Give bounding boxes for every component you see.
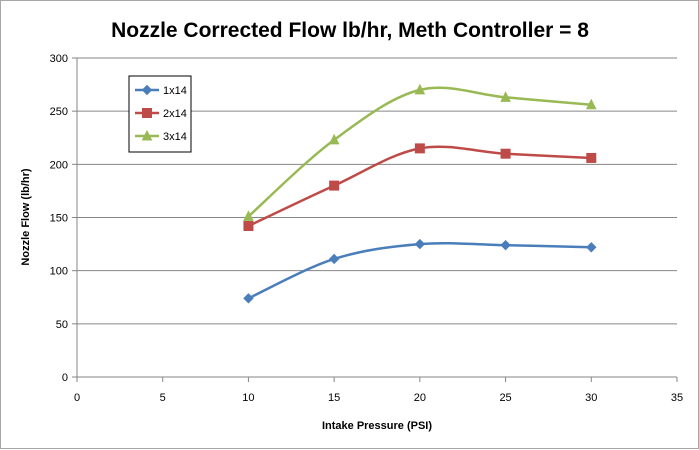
x-tick-label-20: 20 [414,392,426,404]
data-point-2x14-x10 [244,222,253,231]
data-point-1x14-x25 [501,241,510,250]
legend-label-2x14: 2x14 [163,108,187,120]
data-point-2x14-x15 [330,181,339,190]
x-tick-label-10: 10 [242,392,254,404]
data-point-2x14-x20 [415,144,424,153]
series-line-2x14 [248,147,591,226]
y-tick-label-150: 150 [50,213,68,225]
y-tick-label-0: 0 [62,372,68,384]
data-point-1x14-x30 [587,243,596,252]
x-tick-label-5: 5 [160,392,166,404]
x-tick-label-35: 35 [671,392,683,404]
data-point-2x14-x30 [587,153,596,162]
x-tick-label-25: 25 [499,392,511,404]
y-axis-title: Nozzle Flow (lb/hr) [20,168,32,265]
x-axis-title: Intake Pressure (PSI) [322,420,432,432]
x-tick-label-15: 15 [328,392,340,404]
chart-title: Nozzle Corrected Flow lb/hr, Meth Contro… [111,19,589,42]
y-tick-label-250: 250 [50,106,68,118]
legend-swatch-marker-2x14 [143,109,152,118]
legend-label-3x14: 3x14 [163,131,187,143]
legend-label-1x14: 1x14 [163,85,187,97]
legend: 1x14 2x14 3x14 [129,76,191,152]
y-tick-label-100: 100 [50,266,68,278]
series-lines [248,88,591,299]
data-point-2x14-x25 [501,149,510,158]
data-point-1x14-x10 [244,294,253,303]
y-tick-label-300: 300 [50,53,68,65]
x-tick-label-0: 0 [74,392,80,404]
series-markers [244,85,596,303]
data-point-1x14-x15 [330,254,339,263]
data-point-1x14-x20 [415,240,424,249]
y-tick-label-200: 200 [50,159,68,171]
x-tick-label-30: 30 [585,392,597,404]
y-tick-label-50: 50 [56,319,68,331]
